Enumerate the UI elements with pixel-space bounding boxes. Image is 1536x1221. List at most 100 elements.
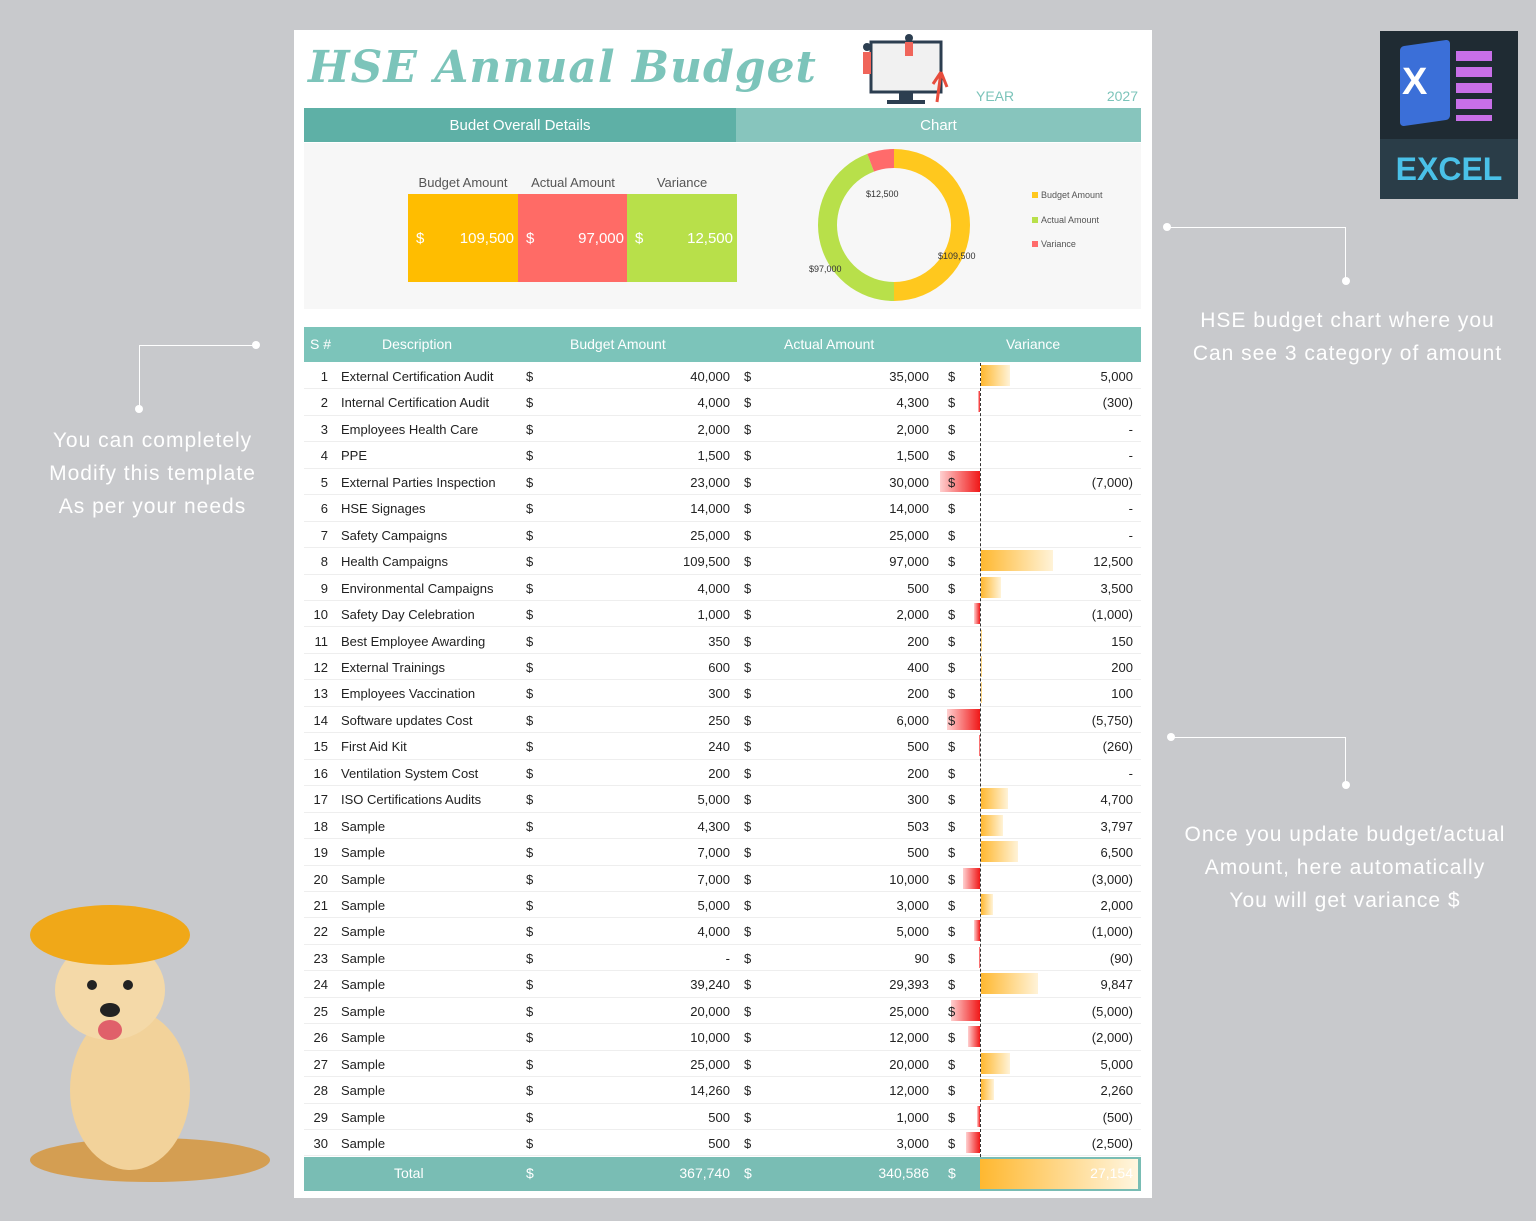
row-budget[interactable]: 200 [708,765,730,781]
row-actual[interactable]: 14,000 [889,501,929,517]
row-actual[interactable]: 503 [907,818,929,834]
row-actual[interactable]: 5,000 [896,924,929,940]
row-description[interactable]: Sample [341,818,386,834]
row-actual[interactable]: 1,000 [896,1109,929,1125]
row-number: 13 [313,686,328,702]
row-actual[interactable]: 25,000 [889,1003,929,1019]
row-budget[interactable]: 1,500 [697,448,730,464]
row-description[interactable]: Safety Campaigns [341,527,448,543]
row-description[interactable]: Employees Health Care [341,421,479,437]
row-budget[interactable]: 7,000 [697,845,730,861]
row-actual[interactable]: 12,000 [889,1030,929,1046]
row-budget[interactable]: 20,000 [690,1003,730,1019]
row-description[interactable]: HSE Signages [341,501,426,517]
currency: $ [526,739,534,755]
row-budget[interactable]: 4,000 [697,395,730,411]
row-description[interactable]: Sample [341,1083,386,1099]
row-actual[interactable]: 6,000 [896,712,929,728]
row-budget[interactable]: 23,000 [690,474,730,490]
row-variance: 200 [1111,659,1133,675]
row-description[interactable]: Sample [341,1056,386,1072]
row-budget[interactable]: 300 [708,686,730,702]
row-budget[interactable]: 250 [708,712,730,728]
currency: $ [526,1083,534,1099]
row-actual[interactable]: 200 [907,686,929,702]
row-description[interactable]: First Aid Kit [341,739,407,755]
row-budget[interactable]: 4,300 [697,818,730,834]
row-budget[interactable]: 14,000 [690,501,730,517]
row-description[interactable]: Sample [341,871,386,887]
row-budget[interactable]: 2,000 [697,421,730,437]
row-actual[interactable]: 400 [907,659,929,675]
row-description[interactable]: Sample [341,1030,386,1046]
row-actual[interactable]: 200 [907,765,929,781]
row-actual[interactable]: 25,000 [889,527,929,543]
row-description[interactable]: Internal Certification Audit [341,395,490,411]
row-description[interactable]: Employees Vaccination [341,686,476,702]
row-description[interactable]: Sample [341,1136,386,1152]
currency: $ [526,924,534,940]
variance-bar-negative [965,1132,980,1154]
row-actual[interactable]: 200 [907,633,929,649]
row-description[interactable]: Safety Day Celebration [341,607,475,623]
row-budget[interactable]: 5,000 [697,792,730,808]
row-actual[interactable]: 4,300 [896,395,929,411]
row-actual[interactable]: 12,000 [889,1083,929,1099]
row-budget[interactable]: 600 [708,659,730,675]
row-budget[interactable]: 109,500 [683,554,730,570]
row-description[interactable]: Sample [341,1003,386,1019]
row-description[interactable]: ISO Certifications Audits [341,792,482,808]
row-actual[interactable]: 35,000 [889,369,929,384]
row-budget[interactable]: - [725,950,730,966]
row-description[interactable]: Ventilation System Cost [341,765,479,781]
row-budget[interactable]: 39,240 [690,977,730,993]
row-description[interactable]: PPE [341,448,368,464]
row-actual[interactable]: 3,000 [896,1136,929,1152]
row-actual[interactable]: 90 [914,950,929,966]
row-budget[interactable]: 10,000 [690,1030,730,1046]
row-actual[interactable]: 3,000 [896,898,929,913]
row-description[interactable]: Software updates Cost [341,712,473,728]
row-budget[interactable]: 7,000 [697,871,730,887]
row-actual[interactable]: 97,000 [889,554,929,570]
row-actual[interactable]: 500 [907,739,929,755]
row-number: 17 [313,792,328,808]
row-actual[interactable]: 20,000 [889,1056,929,1072]
row-description[interactable]: Health Campaigns [341,554,448,570]
row-budget[interactable]: 4,000 [697,924,730,940]
row-actual[interactable]: 30,000 [889,474,929,490]
row-actual[interactable]: 300 [907,792,929,808]
row-actual[interactable]: 2,000 [896,421,929,437]
row-actual[interactable]: 10,000 [889,871,929,887]
row-description[interactable]: Sample [341,950,386,966]
row-budget[interactable]: 25,000 [690,527,730,543]
row-actual[interactable]: 1,500 [896,448,929,464]
variance-bar-negative [939,470,980,492]
row-budget[interactable]: 1,000 [697,607,730,623]
row-budget[interactable]: 500 [708,1136,730,1152]
row-budget[interactable]: 350 [708,633,730,649]
row-budget[interactable]: 14,260 [690,1083,730,1099]
row-description[interactable]: Best Employee Awarding [341,633,486,649]
row-budget[interactable]: 25,000 [690,1056,730,1072]
row-actual[interactable]: 500 [907,580,929,596]
row-budget[interactable]: 500 [708,1109,730,1125]
row-description[interactable]: Sample [341,845,386,861]
year-value[interactable]: 2027 [1106,88,1138,104]
row-description[interactable]: Sample [341,1109,386,1125]
row-budget[interactable]: 5,000 [697,898,730,913]
row-actual[interactable]: 2,000 [896,607,929,623]
row-description[interactable]: External Parties Inspection [341,474,496,490]
row-actual[interactable]: 500 [907,845,929,861]
row-description[interactable]: Sample [341,898,386,913]
row-number: 27 [313,1056,328,1072]
row-description[interactable]: External Certification Audit [341,369,494,384]
row-budget[interactable]: 240 [708,739,730,755]
row-budget[interactable]: 4,000 [697,580,730,596]
row-description[interactable]: External Trainings [341,659,446,675]
row-budget[interactable]: 40,000 [690,369,730,384]
row-description[interactable]: Sample [341,977,386,993]
row-description[interactable]: Environmental Campaigns [341,580,494,596]
row-actual[interactable]: 29,393 [889,977,929,993]
row-description[interactable]: Sample [341,924,386,940]
